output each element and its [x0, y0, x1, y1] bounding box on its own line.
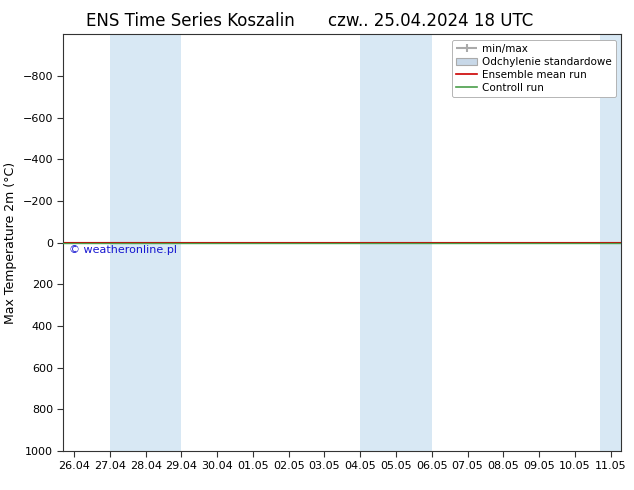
Text: © weatheronline.pl: © weatheronline.pl — [69, 245, 177, 255]
Bar — [600, 34, 621, 451]
Bar — [360, 34, 432, 451]
Bar — [110, 34, 181, 451]
Y-axis label: Max Temperature 2m (°C): Max Temperature 2m (°C) — [4, 162, 17, 323]
Text: ENS Time Series Koszalin: ENS Time Series Koszalin — [86, 12, 295, 30]
Legend: min/max, Odchylenie standardowe, Ensemble mean run, Controll run: min/max, Odchylenie standardowe, Ensembl… — [452, 40, 616, 97]
Text: czw.. 25.04.2024 18 UTC: czw.. 25.04.2024 18 UTC — [328, 12, 534, 30]
